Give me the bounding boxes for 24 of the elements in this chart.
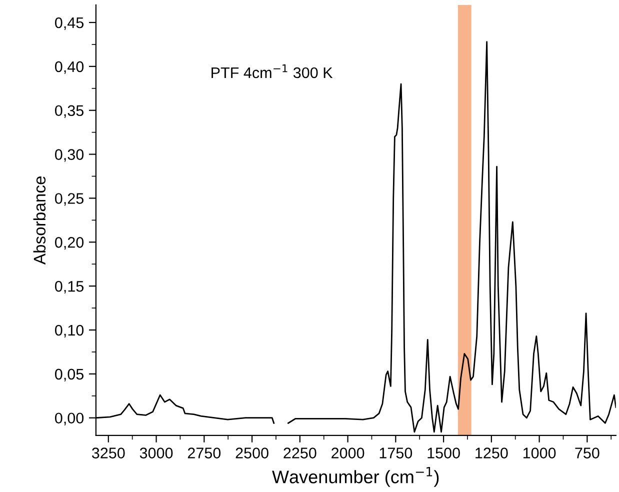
x-tick-label: 2250 [284, 448, 316, 458]
y-tick-label: 0,10 [55, 324, 84, 338]
y-tick-label: 0,25 [55, 193, 84, 206]
x-tick-label: 2500 [236, 448, 268, 458]
y-tick-label: 0,05 [55, 368, 84, 382]
x-tick-label: 3250 [92, 448, 125, 458]
y-tick-label: 0,40 [55, 61, 84, 74]
x-tick-label: 2750 [188, 448, 221, 458]
x-tick-label: 1500 [428, 448, 460, 458]
y-tick-label: 0,15 [55, 280, 84, 294]
x-tick-label: 2000 [332, 448, 364, 458]
y-axis-title: Absorbance [33, 176, 46, 265]
x-axis-title: Wavenumber (cm$^{−1}$) [272, 467, 439, 487]
x-tick-label: 750 [575, 448, 600, 458]
y-tick-label: 0,20 [55, 237, 84, 250]
x-tick-label: 1750 [380, 448, 412, 458]
y-tick-label: 0,45 [55, 17, 84, 30]
y-tick-label: 0,35 [55, 105, 84, 118]
x-tick-label: 1000 [523, 448, 556, 458]
x-tick-label: 3000 [140, 448, 173, 458]
annotation: PTF 4cm$^{−1}$ 300 K [212, 64, 333, 78]
x-tick-label: 1250 [476, 448, 508, 458]
y-tick-label: 0,00 [55, 412, 84, 426]
y-tick-label: 0,30 [55, 149, 84, 162]
